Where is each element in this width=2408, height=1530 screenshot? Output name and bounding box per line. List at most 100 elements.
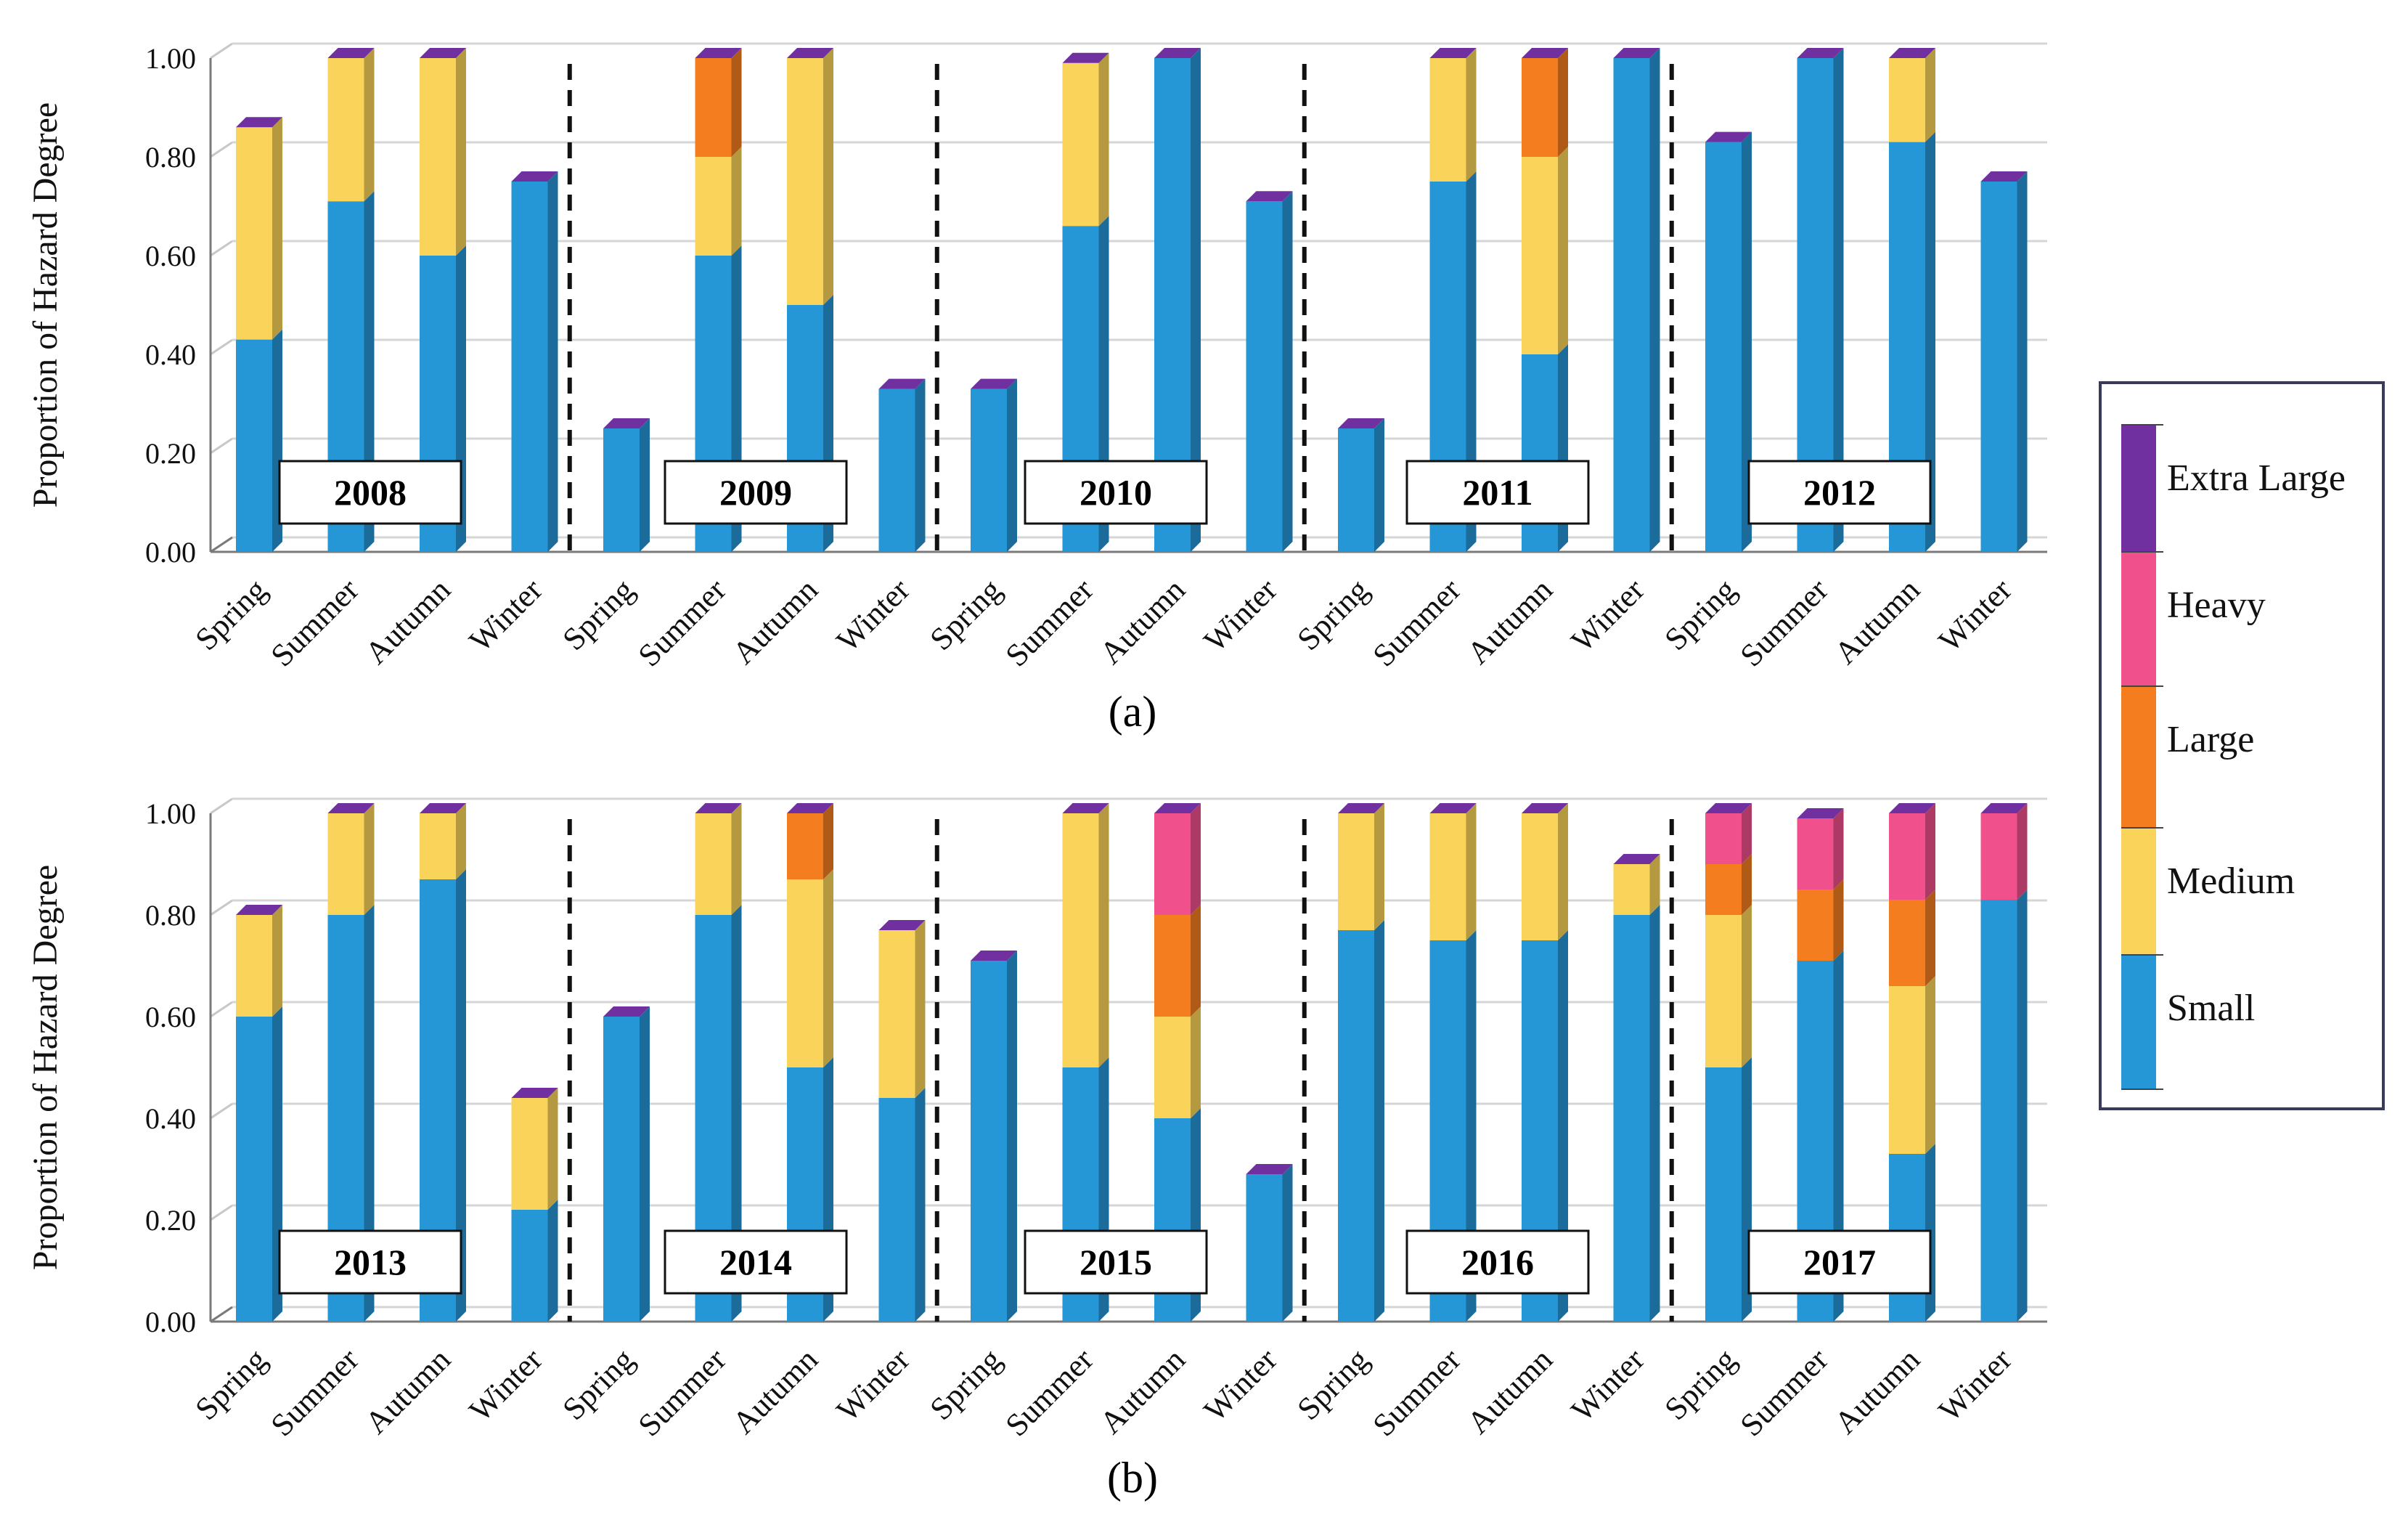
bar-segment-large xyxy=(695,58,732,157)
x-tick-label: Spring xyxy=(1657,571,1743,657)
x-tick-label: Winter xyxy=(1932,1341,2019,1428)
bar-top-cap xyxy=(1522,48,1568,58)
bar-segment-heavy xyxy=(1154,813,1191,915)
panel-label: (b) xyxy=(1107,1454,1158,1502)
gridline-diag xyxy=(210,899,233,916)
bar-side xyxy=(547,1200,558,1322)
bar-segment-small xyxy=(511,182,548,552)
y-tick-label: 0.40 xyxy=(145,1102,196,1135)
year-label-box xyxy=(664,460,848,525)
bar-side xyxy=(364,48,375,202)
bar-segment-large xyxy=(1705,864,1742,915)
x-tick-label: Spring xyxy=(1290,571,1376,657)
legend-swatch xyxy=(2121,955,2156,1089)
x-tick-label: Autumn xyxy=(1827,1341,1927,1441)
year-label: 2017 xyxy=(1803,1242,1876,1282)
bar-top-cap xyxy=(878,920,926,930)
x-tick-label: Summer xyxy=(998,1341,1100,1443)
bar-segment-medium xyxy=(1889,58,1925,142)
x-tick-label: Autumn xyxy=(1460,1341,1559,1441)
bar-segment-medium xyxy=(787,58,823,305)
x-tick-label: Winter xyxy=(1564,1341,1652,1428)
bar-segment-small xyxy=(1980,900,2017,1322)
bar-side xyxy=(1374,803,1384,930)
bar-segment-medium xyxy=(1062,62,1099,227)
legend-label: Large xyxy=(2167,719,2254,760)
y-tick-label: 0.00 xyxy=(145,536,196,569)
legend-swatch xyxy=(2121,425,2156,552)
bar-side xyxy=(2017,803,2028,900)
bar-side xyxy=(547,171,558,552)
bar-side xyxy=(731,803,742,915)
bar-segment-small xyxy=(1246,1174,1283,1322)
year-label: 2015 xyxy=(1079,1242,1152,1282)
y-tick-label: 1.00 xyxy=(145,42,196,75)
bar-segment-small xyxy=(878,1098,915,1322)
gridline-diag xyxy=(210,240,233,257)
bar-segment-medium xyxy=(420,813,456,879)
bar-side xyxy=(1742,803,1752,864)
x-tick-label: Summer xyxy=(1366,571,1467,673)
bar-segment-large xyxy=(1797,890,1834,961)
bar-top-cap xyxy=(603,1006,650,1017)
bar-side xyxy=(1649,48,1660,552)
bar-side xyxy=(1742,131,1752,553)
bar-segment-heavy xyxy=(1980,813,2017,900)
x-tick-label: Autumn xyxy=(1093,571,1192,671)
legend-swatch xyxy=(2121,828,2156,955)
bar-segment-medium xyxy=(695,157,732,256)
bar-top-cap xyxy=(971,378,1017,389)
bar-side xyxy=(364,803,375,915)
bar-segment-small xyxy=(1613,915,1650,1322)
bar-segment-medium xyxy=(511,1098,548,1210)
x-tick-label: Spring xyxy=(555,571,641,657)
bar-side xyxy=(1374,418,1384,552)
bar-top-cap xyxy=(420,803,466,813)
year-label-box xyxy=(1747,460,1932,525)
bar-segment-medium xyxy=(420,58,456,256)
x-tick-label: Summer xyxy=(998,571,1100,673)
bar-side xyxy=(1925,48,1935,142)
gridline-diag xyxy=(210,1001,233,1018)
x-tick-label: Autumn xyxy=(1093,1341,1192,1441)
bar-top-cap xyxy=(1338,418,1384,428)
bar-top-cap xyxy=(511,171,558,182)
x-axis-depth xyxy=(210,1306,233,1323)
year-label-box xyxy=(1747,1229,1932,1295)
bar-segment-small xyxy=(971,961,1007,1322)
bar-top-cap xyxy=(1429,48,1477,58)
x-tick-label: Spring xyxy=(188,1341,274,1427)
x-tick-label: Autumn xyxy=(1460,571,1559,671)
bar-side xyxy=(731,147,742,256)
year-label: 2013 xyxy=(334,1242,407,1282)
bar-side xyxy=(1833,48,1844,552)
legend-label: Small xyxy=(2167,988,2255,1029)
x-tick-label: Summer xyxy=(1733,1341,1834,1443)
bar-side xyxy=(1191,905,1201,1017)
bar-side xyxy=(272,117,282,340)
bar-segment-small xyxy=(1705,142,1742,553)
bar-segment-small xyxy=(971,388,1007,552)
bar-segment-heavy xyxy=(1797,818,1834,890)
x-tick-label: Winter xyxy=(1932,571,2019,659)
bar-segment-heavy xyxy=(1889,813,1925,900)
bar-side xyxy=(1558,803,1568,940)
y-axis-label: Proportion of Hazard Degree xyxy=(26,102,65,508)
bar-segment-small xyxy=(603,428,640,552)
x-tick-label: Summer xyxy=(264,571,365,673)
bar-segment-large xyxy=(1522,58,1558,157)
bar-segment-small xyxy=(236,339,272,552)
x-tick-label: Winter xyxy=(1564,571,1652,659)
bar-segment-medium xyxy=(1062,813,1099,1067)
bar-side xyxy=(1098,803,1109,1067)
bar-segment-small xyxy=(511,1210,548,1322)
bar-side xyxy=(1466,930,1477,1322)
bar-top-cap xyxy=(1246,191,1293,202)
x-tick-label: Autumn xyxy=(358,1341,457,1441)
bar-side xyxy=(1833,808,1844,890)
bar-top-cap xyxy=(1338,803,1384,813)
x-tick-label: Autumn xyxy=(725,1341,825,1441)
bar-segment-small xyxy=(1980,182,2017,552)
bar-top-cap xyxy=(1705,131,1752,142)
year-label: 2009 xyxy=(719,472,792,513)
